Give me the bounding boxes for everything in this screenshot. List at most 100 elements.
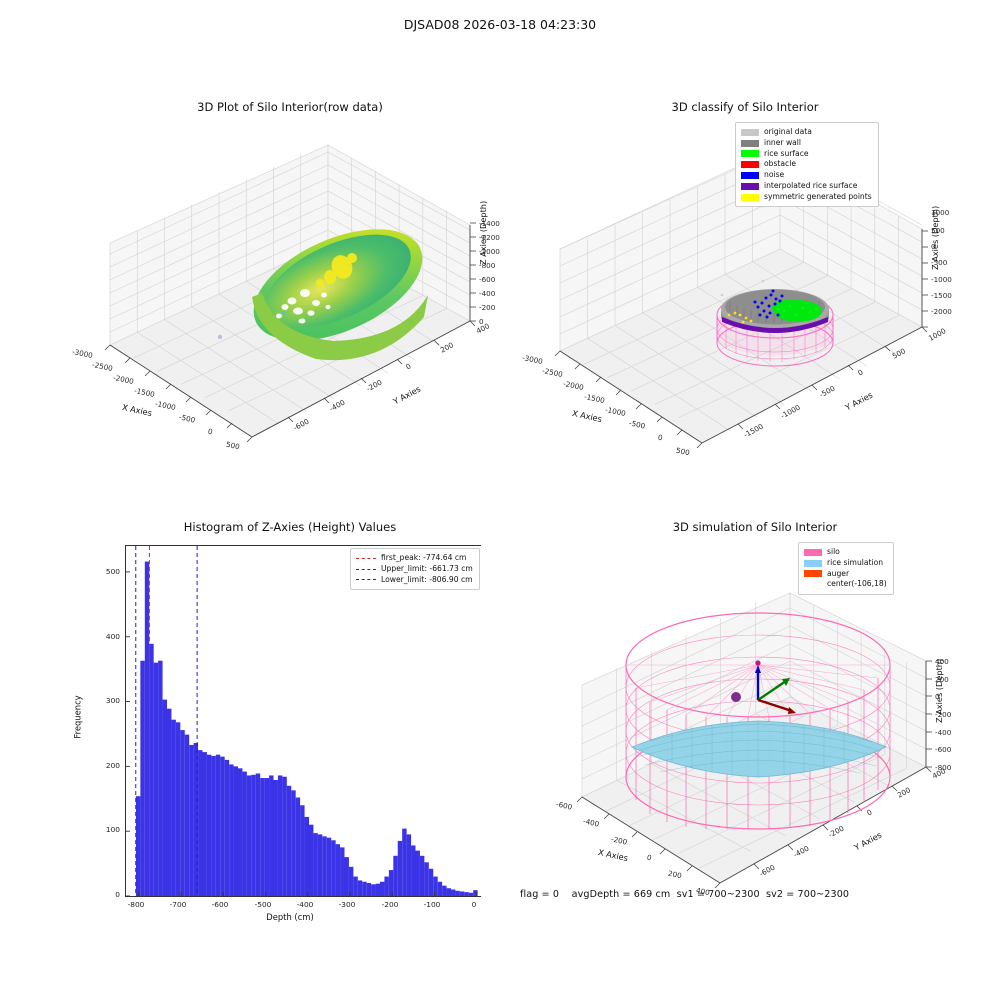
legend-label: auger xyxy=(827,568,850,578)
sim-3d-ztick: 0 xyxy=(935,692,940,701)
histogram-bar xyxy=(446,888,451,896)
simulation-3d-axes[interactable]: silo rice simulation auger center(-106,1… xyxy=(540,542,970,900)
histogram-xtick: -800 xyxy=(127,900,145,909)
legend-label: rice surface xyxy=(764,148,809,158)
legend-center-note: center(-106,18) xyxy=(827,579,887,589)
histogram-bar xyxy=(206,754,212,896)
histogram-bar xyxy=(233,766,238,896)
raw-3d-ztick: -1200 xyxy=(479,233,500,242)
histogram-ytick: 500 xyxy=(105,567,120,576)
panel-simulation-3d-title: 3D simulation of Silo Interior xyxy=(672,520,838,534)
swatch-interpolated-rice-surface xyxy=(741,182,759,190)
legend-item: symmetric generated points xyxy=(741,192,872,203)
histogram-xtick: -700 xyxy=(169,900,187,909)
legend-item: interpolated rice surface xyxy=(741,181,872,192)
figure-title: DJSAD08 2026-03-18 04:23:30 xyxy=(403,17,597,32)
panel-histogram-title: Histogram of Z-Axies (Height) Values xyxy=(183,520,397,534)
histogram-legend[interactable]: first_peak: -774.64 cm Upper_limit: -661… xyxy=(350,548,480,591)
legend-label: Upper_limit: -661.73 cm xyxy=(381,563,473,573)
raw-3d-axes[interactable]: -3000 -2500 -2000 -1500 -1000 -500 0 500… xyxy=(71,125,500,480)
histogram-bar xyxy=(335,844,341,896)
legend-label: interpolated rice surface xyxy=(764,180,858,190)
histogram-xtick: -100 xyxy=(423,900,441,909)
swatch-obstacle xyxy=(741,161,759,169)
classify-legend[interactable]: original data inner wall rice surface ob… xyxy=(735,122,879,208)
histogram-bar xyxy=(246,775,252,896)
swatch-noise xyxy=(741,172,759,180)
histogram-bar xyxy=(202,752,207,896)
histogram-bar xyxy=(189,744,194,896)
histogram-bar xyxy=(277,775,283,896)
panel-histogram: Histogram of Z-Axies (Height) Values 0 1… xyxy=(60,520,520,922)
center-marker xyxy=(731,692,741,702)
histogram-bar xyxy=(437,881,443,896)
histogram-bar xyxy=(348,866,354,896)
histogram-bar xyxy=(153,662,159,896)
classified-silo-cylinder xyxy=(716,289,834,367)
histogram-bar xyxy=(180,730,185,896)
histogram-bar xyxy=(162,699,167,896)
swatch-rice-simulation xyxy=(804,559,822,567)
histogram-bar xyxy=(215,754,221,896)
histogram-xtick: -400 xyxy=(296,900,314,909)
panel-classify-3d: 3D classify of Silo Interior xyxy=(521,100,960,480)
simulation-legend[interactable]: silo rice simulation auger center(-106,1… xyxy=(798,542,894,596)
swatch-inner-wall xyxy=(741,139,759,147)
histogram-bar xyxy=(193,743,199,896)
histogram-bar xyxy=(211,756,216,896)
classify-3d-zlabel: Z Axies (Depth) xyxy=(930,205,940,270)
histogram-bar xyxy=(220,756,225,896)
histogram-ytick: 300 xyxy=(105,696,120,705)
histogram-plot-area[interactable] xyxy=(125,545,481,897)
histogram-axes[interactable]: 0 100 200 300 400 500 Frequency -800 -70… xyxy=(60,540,520,922)
histogram-bar xyxy=(411,845,416,896)
histogram-ytick: 0 xyxy=(115,890,120,899)
histogram-bar xyxy=(282,776,287,896)
legend-label: Lower_limit: -806.90 cm xyxy=(381,574,473,584)
histogram-bar xyxy=(158,660,163,896)
histogram-bar xyxy=(184,734,190,896)
histogram-bar xyxy=(397,840,403,896)
histogram-bar xyxy=(140,660,145,896)
legend-item: first_peak: -774.64 cm xyxy=(356,553,473,564)
swatch-symmetric-generated-points xyxy=(741,193,759,201)
legend-label: rice simulation xyxy=(827,557,884,567)
histogram-bar xyxy=(326,837,332,896)
histogram-bar xyxy=(357,880,363,896)
histogram-bar xyxy=(424,862,429,896)
line-lower-limit xyxy=(356,579,376,581)
histogram-ylabel: Frequency xyxy=(72,695,83,739)
histogram-bar xyxy=(340,847,345,896)
legend-item: Upper_limit: -661.73 cm xyxy=(356,564,473,575)
histogram-bar xyxy=(402,828,407,896)
raw-3d-ztick: -600 xyxy=(479,275,496,284)
rice-bowl-pointcloud xyxy=(252,229,428,361)
legend-item: Lower_limit: -806.90 cm xyxy=(356,575,473,586)
raw-3d-ztick: -1000 xyxy=(479,247,500,256)
histogram-bar xyxy=(331,840,336,896)
line-upper-limit xyxy=(356,568,376,570)
histogram-ytick: 200 xyxy=(105,761,120,770)
histogram-bar xyxy=(304,816,309,896)
histogram-bar xyxy=(242,771,247,896)
histogram-bar xyxy=(353,876,358,896)
histogram-bar xyxy=(371,884,376,896)
legend-item: original data xyxy=(741,127,872,138)
sim-3d-ztick: 200 xyxy=(935,675,949,684)
legend-label: inner wall xyxy=(764,137,802,147)
legend-item: rice simulation xyxy=(804,558,887,569)
histogram-xtick: -300 xyxy=(338,900,356,909)
line-first-peak xyxy=(356,557,376,559)
histogram-xtick: 0 xyxy=(471,900,477,909)
histogram-bar xyxy=(433,876,438,896)
histogram-bar xyxy=(286,785,292,896)
histogram-bar xyxy=(393,855,398,896)
sim-3d-ztick: -400 xyxy=(935,728,952,737)
raw-3d-ztick: -1400 xyxy=(479,219,500,228)
histogram-bar xyxy=(166,708,172,896)
classify-3d-axes[interactable]: original data inner wall rice surface ob… xyxy=(521,122,960,480)
histogram-bar xyxy=(415,850,420,896)
histogram-bar xyxy=(149,643,154,896)
legend-label: obstacle xyxy=(764,159,797,169)
legend-label: original data xyxy=(764,127,812,136)
